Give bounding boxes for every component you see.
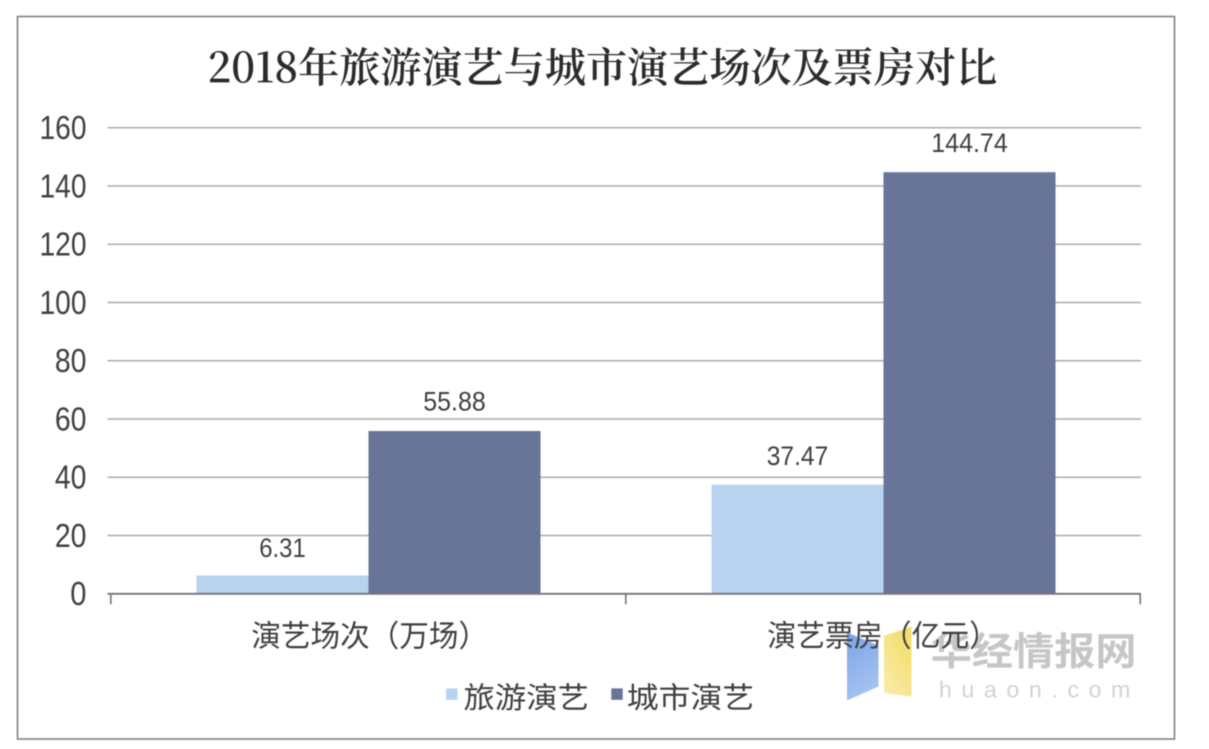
svg-text:6.31: 6.31 xyxy=(259,533,306,563)
svg-text:0: 0 xyxy=(70,575,86,612)
svg-text:20: 20 xyxy=(55,517,87,554)
svg-text:160: 160 xyxy=(40,109,87,146)
svg-text:55.88: 55.88 xyxy=(423,387,486,417)
svg-text:40: 40 xyxy=(55,459,87,496)
svg-text:60: 60 xyxy=(55,400,87,437)
svg-text:100: 100 xyxy=(40,284,87,321)
svg-text:144.74: 144.74 xyxy=(931,128,1008,158)
svg-text:120: 120 xyxy=(40,226,87,263)
svg-text:80: 80 xyxy=(55,342,87,379)
svg-text:140: 140 xyxy=(40,167,87,204)
svg-text:huaon.com: huaon.com xyxy=(939,676,1131,702)
svg-text:37.47: 37.47 xyxy=(767,441,829,471)
